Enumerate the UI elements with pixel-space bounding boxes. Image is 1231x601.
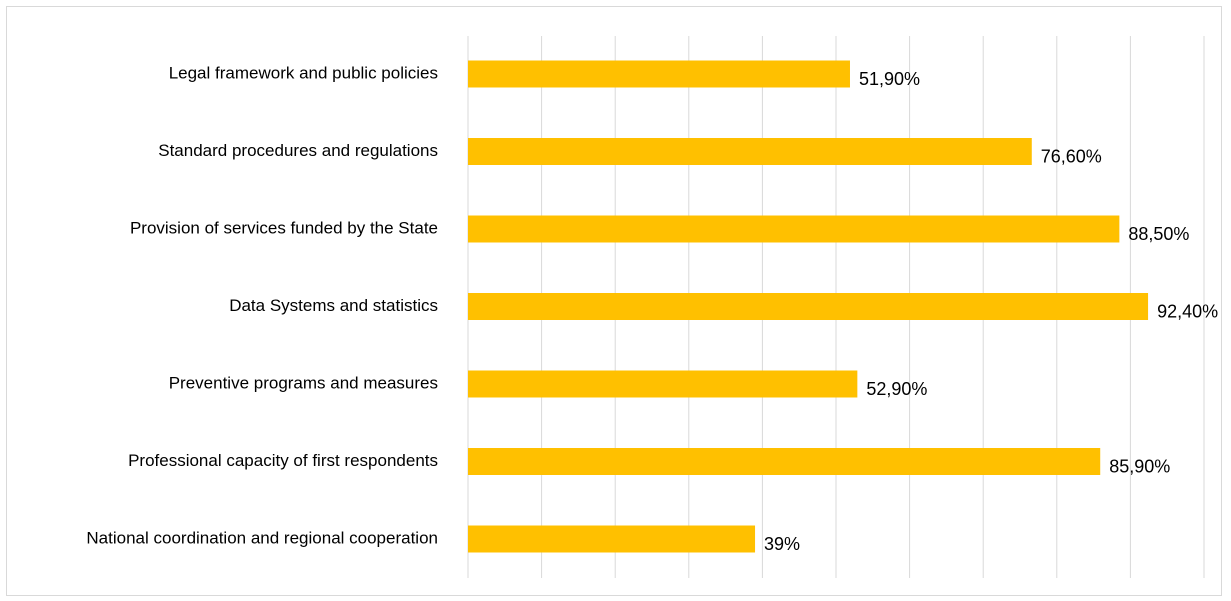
bar: [468, 60, 850, 88]
bar: [468, 448, 1101, 475]
bars: [468, 60, 1149, 553]
category-label: Preventive programs and measures: [169, 373, 438, 392]
value-label: 52,90%: [866, 379, 927, 399]
value-label: 51,90%: [859, 69, 920, 89]
category-labels: Legal framework and public policies Stand…: [86, 63, 438, 547]
value-label: 39%: [764, 534, 800, 554]
bar: [468, 525, 756, 553]
category-label: National coordination and regional coope…: [86, 528, 438, 547]
bar: [468, 215, 1120, 243]
value-label: 92,40%: [1157, 301, 1218, 321]
bar: [468, 293, 1149, 320]
value-label: 76,60%: [1041, 146, 1102, 166]
value-labels: 51,90% 76,60% 88,50% 92,40% 52,90% 85,90% 39%: [764, 69, 1218, 554]
category-label: Professional capacity of first responden…: [128, 451, 438, 470]
value-label: 85,90%: [1109, 456, 1170, 476]
value-label: 88,50%: [1128, 224, 1189, 244]
category-label: Standard procedures and regulations: [158, 141, 438, 160]
category-label: Data Systems and statistics: [229, 296, 438, 315]
category-label: Legal framework and public policies: [169, 63, 438, 82]
category-label: Provision of services funded by the Stat…: [130, 218, 438, 237]
bar: [468, 138, 1032, 165]
bar: [468, 370, 858, 398]
